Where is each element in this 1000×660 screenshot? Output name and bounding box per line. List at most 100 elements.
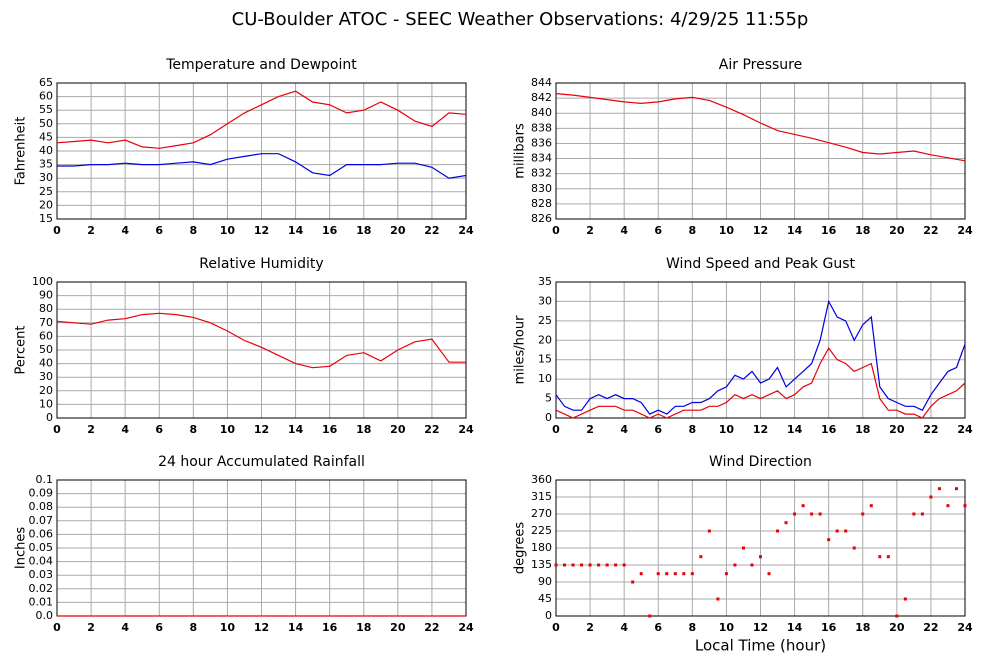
x-tick-label: 16 xyxy=(322,423,338,436)
scatter-point xyxy=(716,597,720,601)
y-tick-label: 0.04 xyxy=(29,555,54,568)
scatter-point xyxy=(784,521,788,525)
x-tick-label: 8 xyxy=(190,423,198,436)
y-tick-label: 838 xyxy=(531,121,552,134)
x-tick-label: 20 xyxy=(889,621,905,634)
scatter-point xyxy=(639,572,643,576)
y-tick-label: 834 xyxy=(531,152,552,165)
x-tick-label: 6 xyxy=(654,224,662,237)
y-tick-label: 844 xyxy=(531,76,552,89)
x-tick-label: 14 xyxy=(787,423,803,436)
x-tick-label: 6 xyxy=(654,621,662,634)
y-tick-label: 90 xyxy=(39,289,53,302)
scatter-point xyxy=(912,512,916,516)
scatter-point xyxy=(554,563,558,567)
y-tick-label: 830 xyxy=(531,182,552,195)
y-tick-label: 15 xyxy=(39,212,53,225)
scatter-point xyxy=(597,563,601,567)
plot-frame xyxy=(555,82,966,220)
x-tick-label: 0 xyxy=(53,423,61,436)
scatter-point xyxy=(920,512,924,516)
y-tick-label: 315 xyxy=(531,490,552,503)
x-tick-label: 24 xyxy=(458,224,474,237)
x-tick-label: 0 xyxy=(53,224,61,237)
panel-title: Air Pressure xyxy=(719,57,802,73)
x-tick-label: 24 xyxy=(957,423,973,436)
scatter-point xyxy=(614,563,618,567)
scatter-point xyxy=(793,512,797,516)
scatter-point xyxy=(886,555,890,559)
x-tick-label: 22 xyxy=(923,621,938,634)
y-tick-label: 0.1 xyxy=(36,473,54,486)
series-line xyxy=(56,312,466,369)
plot-frame xyxy=(56,82,467,220)
scatter-point xyxy=(903,597,907,601)
panel-title: 24 hour Accumulated Rainfall xyxy=(158,454,365,470)
x-tick-label: 10 xyxy=(220,224,236,237)
y-tick-label: 10 xyxy=(39,397,53,410)
scatter-point xyxy=(861,512,865,516)
scatter-point xyxy=(648,614,652,618)
scatter-point xyxy=(588,563,592,567)
x-tick-label: 4 xyxy=(121,621,129,634)
series-line xyxy=(57,153,467,179)
x-tick-label: 2 xyxy=(87,423,95,436)
y-tick-label: 20 xyxy=(39,384,53,397)
x-tick-label: 6 xyxy=(155,621,163,634)
x-tick-label: 6 xyxy=(155,224,163,237)
y-tick-label: 80 xyxy=(39,302,53,315)
scatter-point xyxy=(622,563,626,567)
scatter-point xyxy=(682,572,686,576)
y-tick-label: 270 xyxy=(531,507,552,520)
x-tick-label: 2 xyxy=(586,423,594,436)
y-tick-label: 45 xyxy=(39,130,53,143)
scatter-point xyxy=(767,572,771,576)
x-tick-label: 4 xyxy=(620,224,628,237)
x-tick-label: 18 xyxy=(855,224,870,237)
x-tick-label: 18 xyxy=(356,621,371,634)
y-tick-label: 55 xyxy=(39,103,53,116)
plot-frame xyxy=(555,281,966,419)
y-tick-label: 832 xyxy=(531,167,552,180)
x-tick-label: 20 xyxy=(390,423,406,436)
y-axis-label: millibars xyxy=(513,123,528,179)
y-tick-label: 15 xyxy=(538,353,552,366)
y-tick-label: 100 xyxy=(32,275,53,288)
x-tick-label: 18 xyxy=(356,224,371,237)
scatter-point xyxy=(963,504,967,508)
y-tick-label: 225 xyxy=(531,524,552,537)
y-tick-label: 135 xyxy=(531,558,552,571)
x-tick-label: 20 xyxy=(889,423,905,436)
x-tick-label: 6 xyxy=(654,423,662,436)
x-tick-label: 10 xyxy=(719,423,735,436)
scatter-point xyxy=(818,512,822,516)
series-line xyxy=(555,346,966,419)
series-line xyxy=(56,90,467,149)
x-tick-label: 22 xyxy=(424,423,439,436)
x-tick-label: 14 xyxy=(288,621,304,634)
y-tick-label: 30 xyxy=(39,370,53,383)
y-tick-label: 25 xyxy=(538,314,552,327)
y-tick-label: 0 xyxy=(46,411,53,424)
scatter-point xyxy=(733,563,737,567)
scatter-point xyxy=(580,563,584,567)
x-tick-label: 2 xyxy=(586,621,594,634)
x-tick-label: 20 xyxy=(390,621,406,634)
y-tick-label: 60 xyxy=(39,329,53,342)
y-tick-label: 0.06 xyxy=(29,527,54,540)
scatter-point xyxy=(810,512,814,516)
scatter-point xyxy=(878,555,882,559)
x-tick-label: 4 xyxy=(620,621,628,634)
y-tick-label: 826 xyxy=(531,212,552,225)
x-tick-label: 6 xyxy=(155,423,163,436)
scatter-point xyxy=(605,563,609,567)
x-tick-label: 12 xyxy=(753,423,768,436)
y-tick-label: 0.02 xyxy=(29,582,54,595)
y-tick-label: 20 xyxy=(39,198,53,211)
panel-title: Temperature and Dewpoint xyxy=(165,57,357,73)
x-tick-label: 20 xyxy=(889,224,905,237)
y-tick-label: 10 xyxy=(538,372,552,385)
x-tick-label: 24 xyxy=(458,621,474,634)
x-tick-label: 22 xyxy=(923,224,938,237)
